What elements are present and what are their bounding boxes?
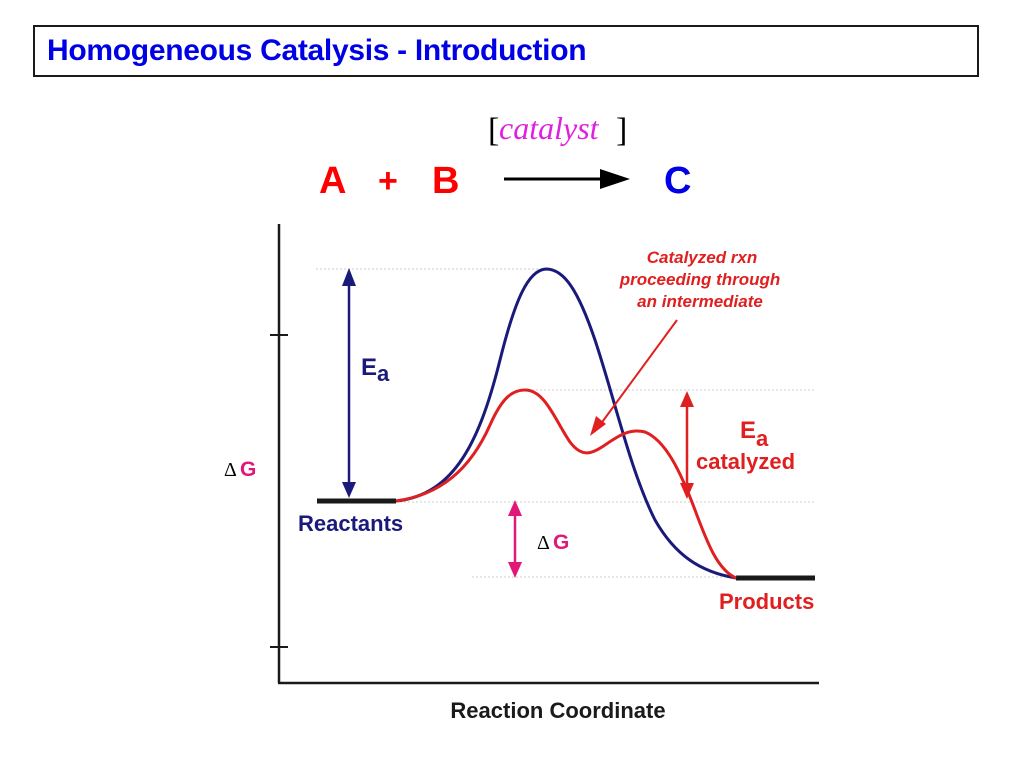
y-axis-label: Δ G [224,458,256,481]
svg-text:a: a [756,426,769,451]
ea-uncatalyzed-label: E a [361,354,390,386]
ea-uncatalyzed-arrow-icon [342,268,356,498]
svg-text:G: G [553,531,569,554]
catalyst-close-bracket: ] [616,112,627,149]
svg-text:an intermediate: an intermediate [637,292,763,311]
svg-text:E: E [361,354,377,381]
svg-text:Catalyzed rxn: Catalyzed rxn [647,248,758,267]
svg-text:G: G [240,458,256,481]
reactant-b: B [432,160,459,202]
plus-sign: + [378,162,398,200]
axes [270,224,819,685]
uncatalyzed-curve [395,267,737,580]
svg-text:E: E [740,417,756,444]
ea-catalyzed-arrow-icon [680,391,694,499]
slide-title-box: Homogeneous Catalysis - Introduction [33,25,979,77]
svg-text:Δ: Δ [224,459,237,481]
delta-g-label: Δ G [537,531,569,554]
svg-text:catalyzed: catalyzed [696,449,795,474]
reactant-a: A [319,160,346,202]
catalyst-label: catalyst [499,110,600,146]
svg-text:Δ: Δ [537,532,550,554]
catalyst-open-bracket: [ [488,112,499,149]
reaction-arrow-icon [504,169,630,189]
x-axis-label: Reaction Coordinate [450,698,665,723]
product-c: C [664,160,691,202]
ea-catalyzed-label: E a catalyzed [696,417,795,474]
annotation-pointer-arrow-icon [590,319,678,436]
delta-g-arrow-icon [508,500,522,578]
catalyzed-curve [395,388,737,580]
guide-lines [316,268,816,578]
svg-text:a: a [377,361,390,386]
svg-text:proceeding through: proceeding through [619,270,781,289]
slide-title: Homogeneous Catalysis - Introduction [47,34,587,67]
reactants-label: Reactants [298,511,403,536]
reaction-equation: [ catalyst ] A + B C [319,110,691,202]
intermediate-annotation: Catalyzed rxn proceeding through an inte… [619,248,781,311]
products-label: Products [719,589,814,614]
